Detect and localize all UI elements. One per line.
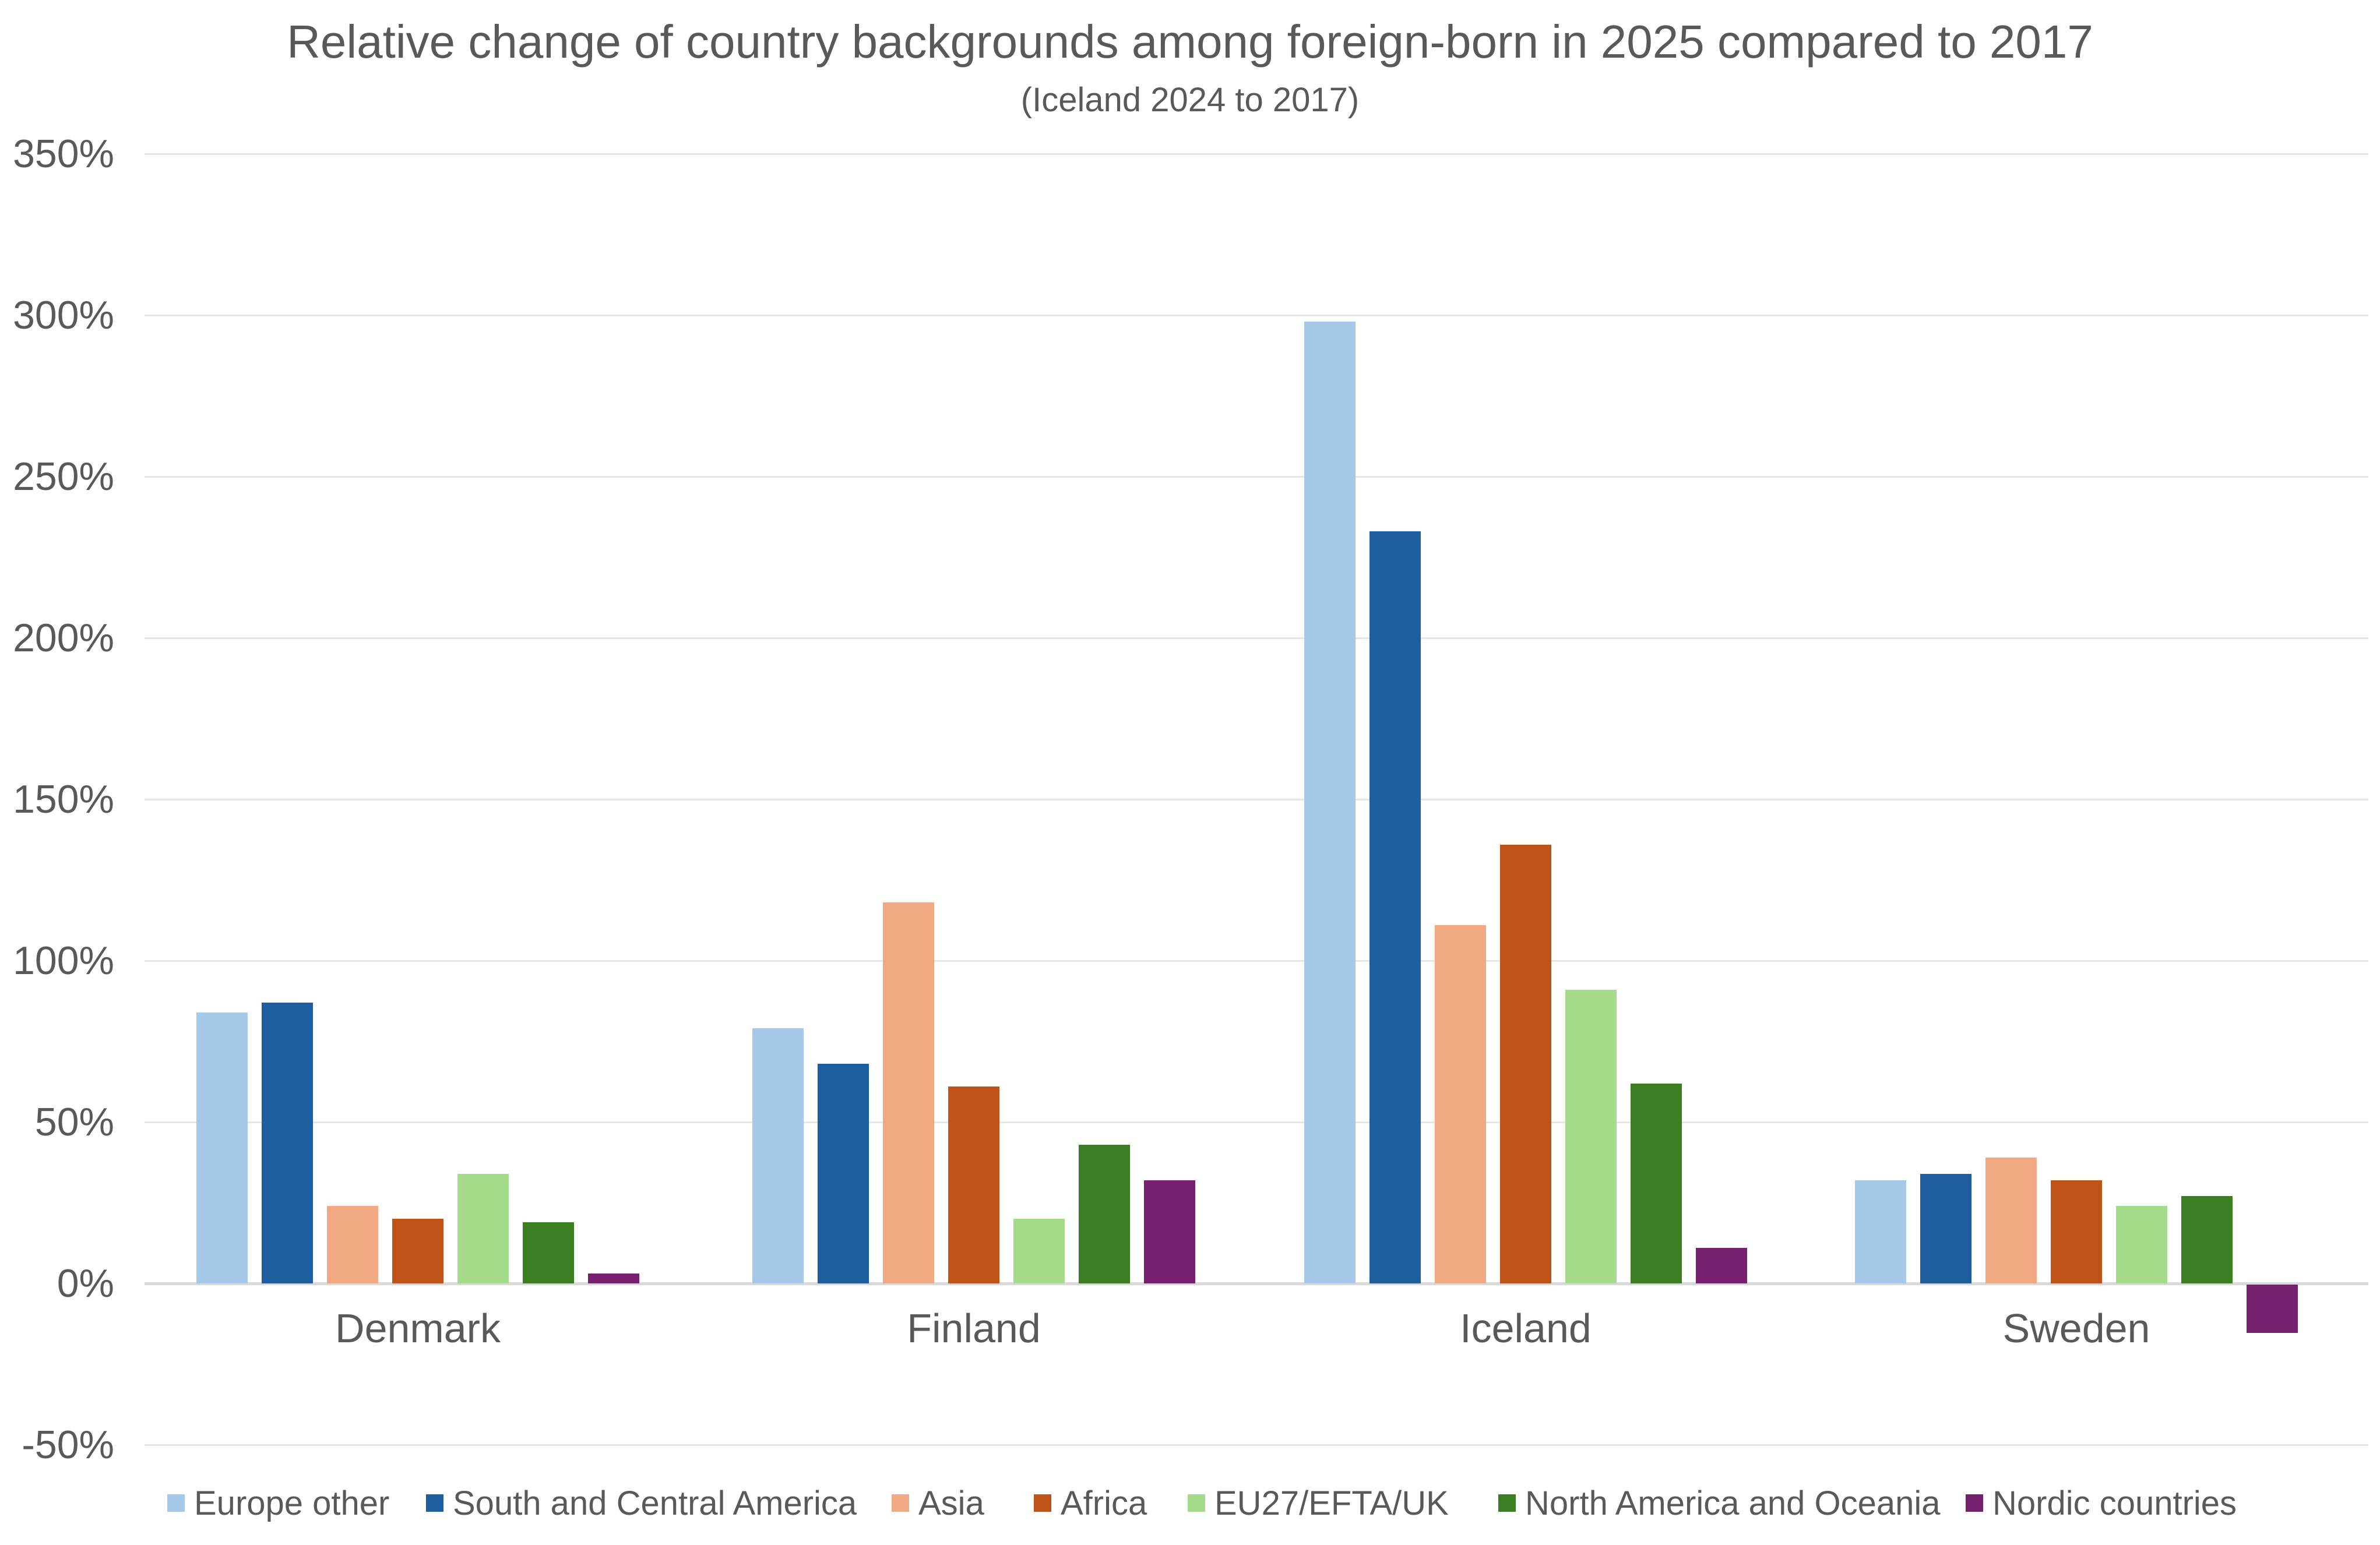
bar-iceland-south-and-central-america — [1369, 531, 1421, 1283]
chart-subtitle: (Iceland 2024 to 2017) — [1020, 81, 1360, 119]
legend-swatch-europe-other — [167, 1494, 185, 1512]
gridline-50 — [145, 1121, 2368, 1123]
legend-label-south-and-central-america: South and Central America — [453, 1484, 857, 1522]
bar-iceland-north-america-and-oceania — [1631, 1083, 1682, 1283]
bar-iceland-africa — [1500, 844, 1551, 1283]
legend-label-north-america-and-oceania: North America and Oceania — [1525, 1484, 1941, 1522]
gridline--50 — [145, 1444, 2368, 1446]
x-category-label-iceland: Iceland — [1460, 1306, 1592, 1351]
gridline-350 — [145, 153, 2368, 155]
bar-sweden-eu27-efta-uk — [2116, 1206, 2167, 1283]
chart-title: Relative change of country backgrounds a… — [287, 16, 2093, 68]
gridline-100 — [145, 960, 2368, 962]
y-tick-label-350: 350% — [13, 132, 114, 176]
legend-swatch-north-america-and-oceania — [1498, 1494, 1516, 1512]
legend-label-europe-other: Europe other — [194, 1484, 390, 1522]
gridline-300 — [145, 314, 2368, 316]
bar-denmark-asia — [327, 1206, 378, 1283]
legend-swatch-nordic-countries — [1966, 1494, 1983, 1512]
legend-label-nordic-countries: Nordic countries — [1992, 1484, 2237, 1522]
y-tick-label-100: 100% — [13, 939, 114, 983]
gridline-150 — [145, 798, 2368, 800]
bar-finland-north-america-and-oceania — [1079, 1144, 1130, 1283]
y-tick-label-250: 250% — [13, 454, 114, 499]
y-tick-label-300: 300% — [13, 293, 114, 337]
bar-denmark-africa — [392, 1219, 443, 1283]
legend-swatch-south-and-central-america — [426, 1494, 443, 1512]
bar-iceland-asia — [1435, 925, 1486, 1283]
bar-sweden-asia — [1985, 1157, 2037, 1283]
bar-finland-europe-other — [752, 1028, 804, 1283]
legend-label-asia: Asia — [918, 1484, 984, 1522]
y-tick-label-0: 0% — [57, 1261, 114, 1306]
legend-label-eu27-efta-uk: EU27/EFTA/UK — [1214, 1484, 1449, 1522]
bar-iceland-nordic-countries — [1696, 1248, 1747, 1283]
bar-finland-nordic-countries — [1144, 1180, 1195, 1283]
bar-finland-asia — [883, 902, 934, 1283]
gridline-250 — [145, 475, 2368, 478]
x-category-label-denmark: Denmark — [335, 1306, 501, 1351]
bar-finland-south-and-central-america — [818, 1064, 869, 1283]
bar-denmark-europe-other — [196, 1012, 248, 1283]
gridline-200 — [145, 637, 2368, 639]
y-tick-label-150: 150% — [13, 777, 114, 821]
x-axis-line — [145, 1282, 2368, 1285]
y-tick-label-50: 50% — [34, 1100, 114, 1144]
legend-swatch-africa — [1034, 1494, 1051, 1512]
bar-denmark-nordic-countries — [588, 1274, 639, 1283]
bar-denmark-north-america-and-oceania — [523, 1222, 574, 1283]
bar-iceland-eu27-efta-uk — [1565, 989, 1617, 1283]
bar-denmark-eu27-efta-uk — [457, 1173, 509, 1283]
bar-finland-africa — [948, 1087, 999, 1283]
legend-swatch-asia — [892, 1494, 909, 1512]
x-category-label-finland: Finland — [907, 1306, 1041, 1351]
x-category-label-sweden: Sweden — [2002, 1306, 2150, 1351]
bar-sweden-nordic-countries — [2247, 1285, 2298, 1334]
bar-sweden-south-and-central-america — [1920, 1173, 1971, 1283]
y-tick-label--50: -50% — [22, 1423, 114, 1467]
bar-sweden-europe-other — [1855, 1180, 1906, 1283]
bar-finland-eu27-efta-uk — [1013, 1219, 1065, 1283]
bar-sweden-north-america-and-oceania — [2181, 1196, 2233, 1283]
bar-iceland-europe-other — [1304, 322, 1356, 1283]
legend-label-africa: Africa — [1061, 1484, 1147, 1522]
y-tick-label-200: 200% — [13, 616, 114, 660]
bar-sweden-africa — [2051, 1180, 2102, 1283]
bar-denmark-south-and-central-america — [262, 1003, 313, 1283]
legend-swatch-eu27-efta-uk — [1188, 1494, 1205, 1512]
